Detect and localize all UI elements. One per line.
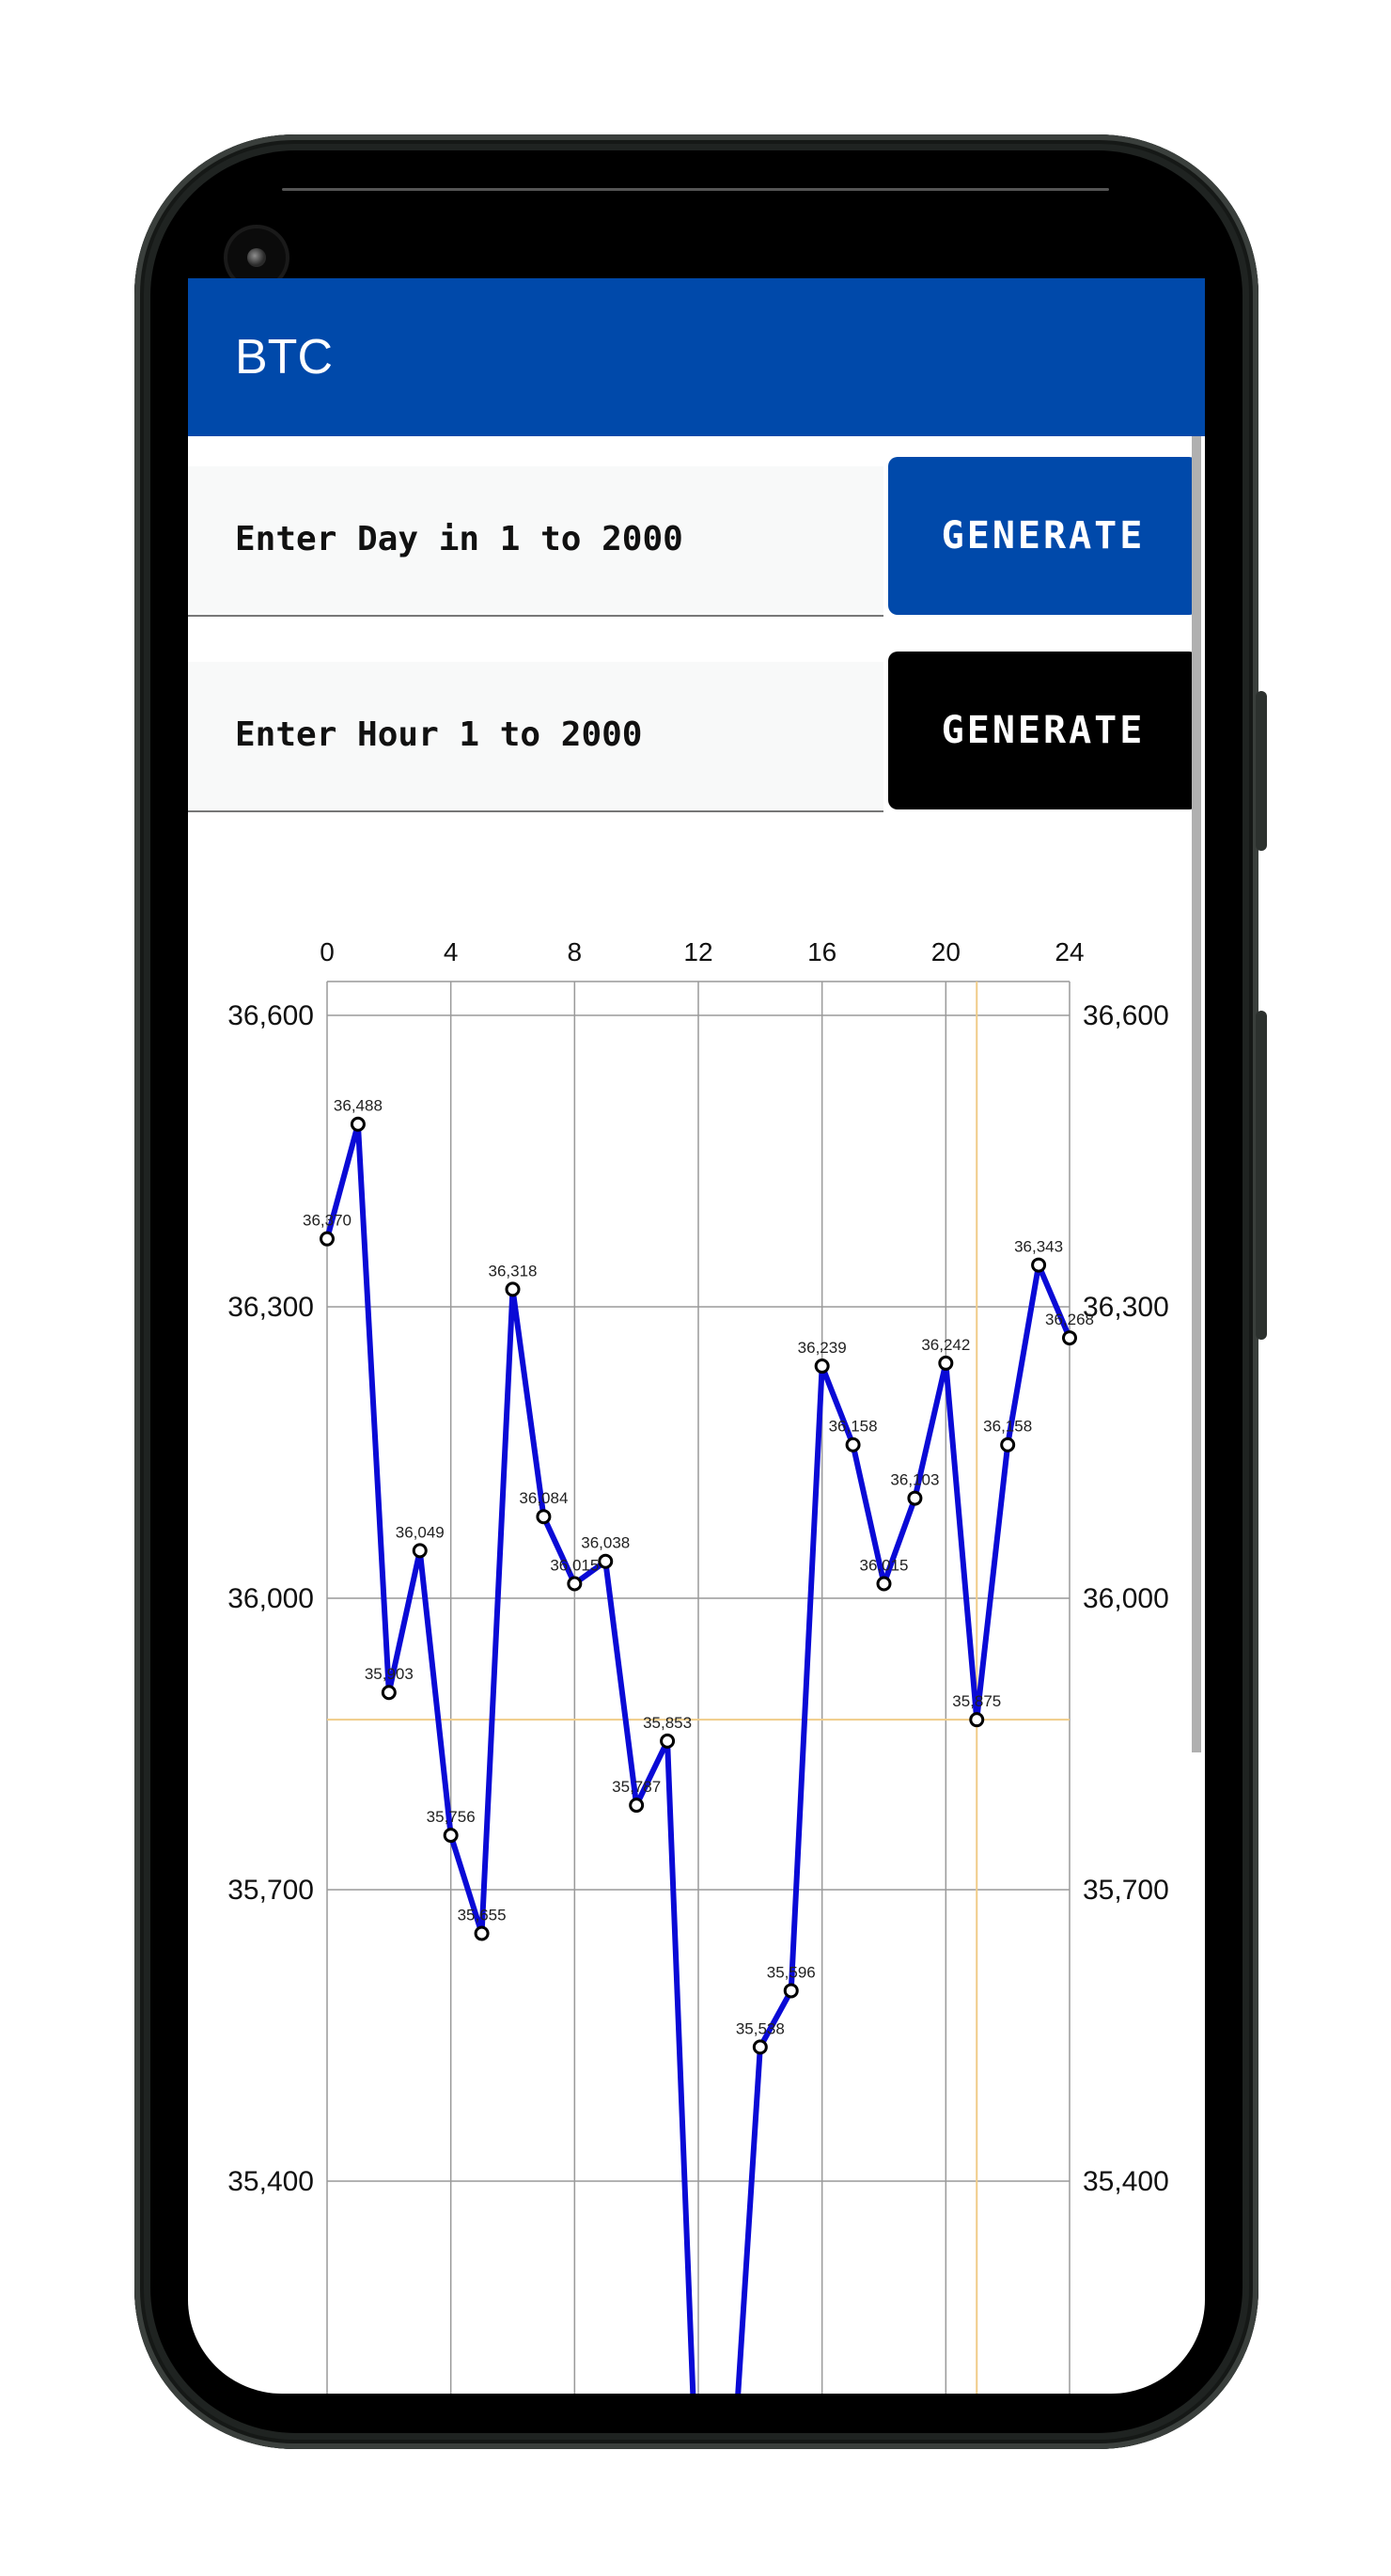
- data-point: [1000, 1437, 1016, 1453]
- data-label: 36,370: [303, 1212, 352, 1230]
- y-tick-label-right: 36,300: [1083, 1292, 1169, 1323]
- x-tick-label: 4: [444, 937, 459, 966]
- x-tick-label: 20: [931, 937, 961, 966]
- generate-hour-button[interactable]: GENERATE: [888, 652, 1198, 809]
- generate-hour-button-label: GENERATE: [941, 709, 1146, 752]
- data-label: 35,875: [952, 1692, 1001, 1710]
- data-label: 36,242: [921, 1336, 970, 1354]
- speaker-grille: [282, 188, 1109, 191]
- data-point: [660, 1733, 676, 1749]
- data-label: 35,655: [458, 1907, 507, 1924]
- y-tick-label-left: 36,600: [227, 1000, 314, 1031]
- price-line-chart[interactable]: 0 4 8 12 16 20 24 35,400 35,400 35,700 35,700 36,00…: [188, 278, 1205, 2394]
- data-label: 36,158: [829, 1418, 878, 1436]
- data-label: 36,158: [983, 1418, 1032, 1436]
- data-point: [320, 1231, 335, 1247]
- data-label: 36,015: [550, 1557, 599, 1575]
- data-label: 36,318: [489, 1262, 538, 1280]
- x-tick-label: 8: [568, 937, 583, 966]
- y-tick-label-right: 36,000: [1083, 1583, 1169, 1614]
- y-tick-label-left: 35,700: [227, 1875, 314, 1906]
- data-point: [752, 2039, 768, 2055]
- volume-button: [1256, 1011, 1267, 1340]
- data-point: [938, 1355, 954, 1371]
- data-point: [814, 1359, 830, 1374]
- day-input-text: Enter Day in 1 to 2000: [235, 520, 683, 558]
- data-label: 36,049: [396, 1523, 445, 1541]
- data-point: [1062, 1330, 1077, 1346]
- day-input-field[interactable]: Enter Day in 1 to 2000: [188, 466, 883, 617]
- y-tick-label-left: 35,400: [227, 2166, 314, 2197]
- data-label: 36,015: [860, 1557, 909, 1575]
- data-label: 36,038: [581, 1534, 630, 1552]
- data-point: [598, 1553, 614, 1569]
- x-tick-label: 24: [1055, 937, 1084, 966]
- data-point: [1031, 1257, 1047, 1273]
- data-label: 35,903: [365, 1665, 414, 1683]
- data-point: [629, 1798, 645, 1814]
- data-label: 35,756: [427, 1808, 476, 1826]
- y-tick-label-right: 35,400: [1083, 2166, 1169, 2197]
- data-point: [474, 1925, 490, 1941]
- data-label: 35,538: [736, 2019, 785, 2037]
- data-point: [907, 1490, 923, 1506]
- data-label: 35,596: [767, 1963, 816, 1981]
- x-tick-label: 16: [807, 937, 836, 966]
- hour-input-field[interactable]: Enter Hour 1 to 2000: [188, 662, 883, 812]
- y-tick-label-right: 36,600: [1083, 1000, 1169, 1031]
- camera-icon: [227, 228, 286, 287]
- data-point: [505, 1281, 521, 1297]
- data-label: 36,488: [334, 1097, 383, 1115]
- data-label: 35,853: [643, 1714, 692, 1732]
- power-button: [1256, 691, 1267, 851]
- data-point: [443, 1828, 459, 1844]
- data-label: 36,103: [890, 1471, 939, 1489]
- x-tick-label: 12: [683, 937, 712, 966]
- y-tick-label-right: 35,700: [1083, 1875, 1169, 1906]
- data-point: [567, 1576, 583, 1592]
- data-label: 36,343: [1014, 1238, 1063, 1256]
- scrollbar[interactable]: [1192, 436, 1201, 1752]
- data-label: 36,268: [1045, 1311, 1094, 1328]
- app-title: BTC: [235, 330, 333, 385]
- screen: BTC Enter Day in 1 to 2000 GENERATE Ente…: [188, 278, 1205, 2394]
- data-point: [412, 1543, 428, 1559]
- data-point: [969, 1712, 985, 1728]
- x-tick-label: 0: [320, 937, 335, 966]
- data-point: [381, 1685, 397, 1701]
- y-tick-label-left: 36,000: [227, 1583, 314, 1614]
- data-label: 35,787: [612, 1778, 661, 1796]
- hour-input-text: Enter Hour 1 to 2000: [235, 715, 643, 754]
- app-bar: BTC: [188, 278, 1205, 436]
- data-label: 36,239: [798, 1339, 847, 1357]
- data-point: [845, 1437, 861, 1453]
- data-point: [536, 1509, 552, 1525]
- generate-day-button-label: GENERATE: [941, 514, 1146, 558]
- data-point: [876, 1576, 892, 1592]
- y-tick-label-left: 36,300: [227, 1292, 314, 1323]
- data-point: [783, 1983, 799, 1999]
- data-point: [350, 1116, 366, 1132]
- data-label: 36,084: [519, 1489, 568, 1507]
- generate-day-button[interactable]: GENERATE: [888, 457, 1198, 615]
